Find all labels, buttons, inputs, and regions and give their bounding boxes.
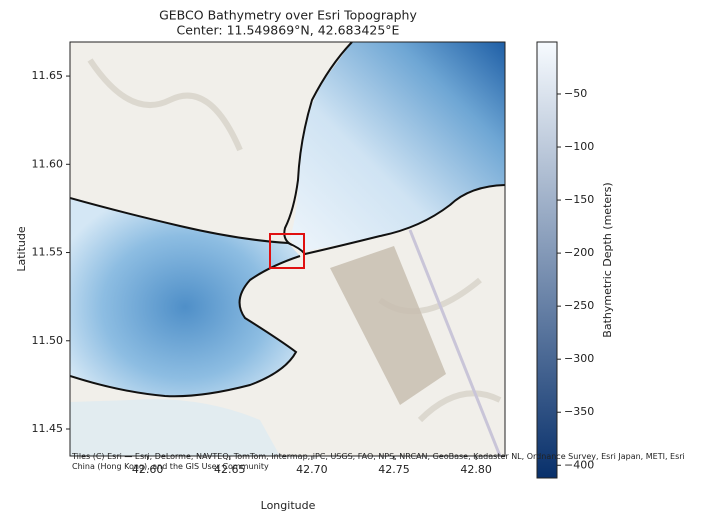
x-tick-label: 42.80 (460, 463, 492, 476)
x-tick-label: 42.75 (378, 463, 410, 476)
colorbar-tick-label: −150 (564, 193, 594, 206)
x-axis-label: Longitude (261, 499, 316, 512)
colorbar-tick-label: −250 (564, 299, 594, 312)
chart-title: GEBCO Bathymetry over Esri Topography (159, 8, 417, 23)
colorbar-tick-label: −200 (564, 246, 594, 259)
colorbar-tick-label: −50 (564, 87, 587, 100)
bay-water (290, 42, 505, 252)
y-tick-label: 11.50 (32, 334, 64, 347)
colorbar-tick-label: −350 (564, 405, 594, 418)
shallow-water (70, 399, 280, 456)
center-marker (269, 233, 305, 269)
chart-subtitle: Center: 11.549869°N, 42.683425°E (177, 23, 400, 38)
y-tick-label: 11.60 (32, 157, 64, 170)
y-tick-label: 11.45 (32, 422, 64, 435)
plot-frame (69, 41, 506, 457)
x-tick-label: 42.60 (132, 463, 164, 476)
colorbar-tick-label: −300 (564, 352, 594, 365)
x-tick-label: 42.70 (296, 463, 328, 476)
y-tick-label: 11.65 (32, 69, 64, 82)
basin-water (70, 198, 300, 397)
x-tick-label: 42.65 (214, 463, 246, 476)
colorbar-label: Bathymetric Depth (meters) (601, 182, 614, 337)
colorbar-tick-label: −400 (564, 458, 594, 471)
salt-flat (330, 246, 446, 405)
colorbar (536, 41, 558, 479)
road (408, 229, 502, 456)
colorbar-tick-label: −100 (564, 140, 594, 153)
coastline (70, 255, 301, 398)
map (70, 42, 505, 456)
y-axis-label: Latitude (15, 226, 28, 272)
attribution: Tiles (C) Esri — Esri, DeLorme, NAVTEQ, … (72, 452, 685, 471)
y-tick-label: 11.55 (32, 246, 64, 259)
